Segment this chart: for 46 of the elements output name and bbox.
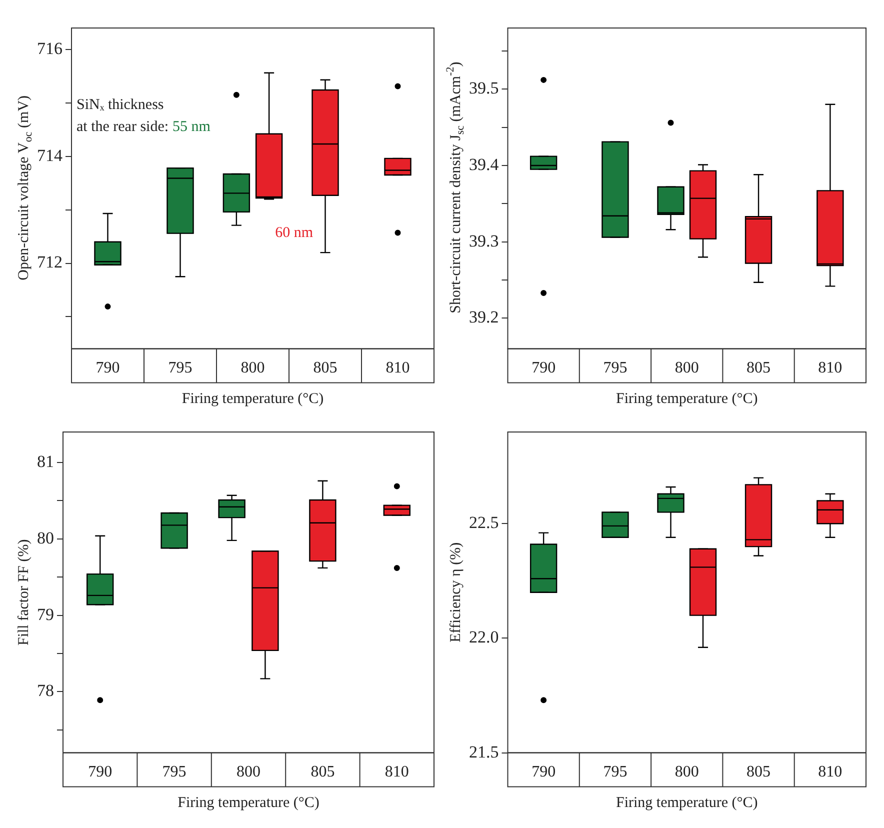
y-axis-title: Open-circuit voltage Voc (mV)	[16, 95, 34, 280]
x-tick-label: 805	[313, 360, 338, 377]
y-tick-label: 39.2	[469, 308, 499, 327]
x-tick-label: 810	[386, 360, 410, 377]
x-tick-label: 795	[603, 360, 628, 377]
x-tick-label: 800	[240, 360, 265, 377]
y-tick-label: 39.4	[469, 154, 500, 174]
y-tick-label: 80	[37, 528, 54, 548]
y-tick-label: 79	[37, 604, 54, 624]
y-tick-label: 714	[37, 146, 63, 165]
series-label: 60 nm	[275, 225, 314, 242]
x-tick-label: 800	[674, 764, 699, 781]
x-tick-label: 795	[603, 764, 628, 781]
x-tick-label: 800	[236, 764, 260, 781]
y-axis-title: Fill factor FF (%)	[16, 539, 32, 646]
y-tick-label: 716	[37, 38, 62, 58]
y-tick-label: 39.3	[469, 231, 499, 250]
x-tick-label: 805	[746, 764, 771, 781]
x-axis-title: Firing temperature (°C)	[616, 794, 758, 811]
x-tick-label: 790	[532, 360, 556, 377]
y-tick-label: 22.0	[469, 628, 499, 647]
x-tick-label: 790	[88, 764, 112, 781]
y-tick-label: 22.5	[469, 513, 499, 532]
annotation: at the rear side:	[76, 118, 169, 135]
y-tick-label: 21.5	[469, 742, 499, 762]
x-axis-title: Firing temperature (°C)	[616, 390, 758, 407]
y-axis-title: Short-circuit current density Jsc (mAcm-2)	[444, 62, 466, 314]
x-axis-title: Firing temperature (°C)	[178, 794, 320, 811]
x-tick-label: 790	[96, 360, 120, 377]
y-tick-label: 78	[37, 681, 54, 700]
x-tick-label: 810	[818, 360, 842, 377]
x-tick-label: 810	[384, 764, 409, 781]
x-tick-label: 800	[674, 360, 699, 377]
x-axis-title: Firing temperature (°C)	[182, 390, 324, 407]
x-tick-label: 810	[818, 764, 842, 781]
x-tick-label: 795	[168, 360, 192, 377]
x-tick-label: 805	[310, 764, 335, 781]
text: 55 nm	[172, 118, 211, 135]
x-tick-label: 795	[162, 764, 186, 781]
x-tick-label: 805	[746, 360, 771, 377]
y-axis-title: Efficiency η (%)	[448, 542, 464, 642]
y-tick-label: 81	[37, 452, 54, 472]
x-tick-label: 790	[532, 764, 556, 781]
y-tick-label: 712	[37, 252, 62, 272]
annotation: SiNₓ thickness	[76, 96, 164, 113]
y-tick-label: 39.5	[469, 78, 499, 98]
